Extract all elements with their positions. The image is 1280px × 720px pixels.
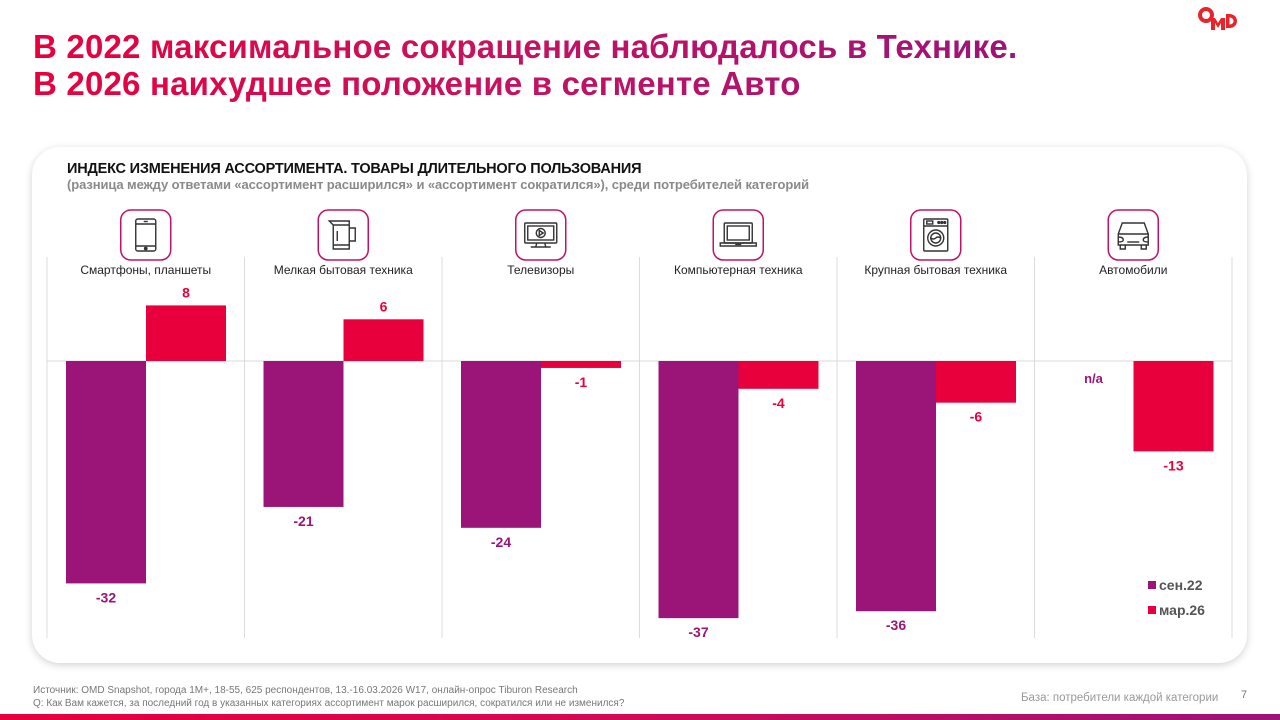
omd-logo bbox=[1198, 7, 1237, 30]
bar-sep22 bbox=[461, 361, 541, 528]
category-label: Смартфоны, планшеты bbox=[80, 263, 211, 277]
data-label: -36 bbox=[886, 617, 906, 633]
category-label: Крупная бытовая техника bbox=[864, 263, 1007, 277]
bar-mar26 bbox=[343, 319, 424, 361]
data-label: 8 bbox=[182, 284, 190, 300]
bar-sep22 bbox=[66, 361, 146, 584]
data-label: -6 bbox=[970, 409, 983, 425]
data-label: -32 bbox=[96, 589, 116, 605]
category-label: Мелкая бытовая техника bbox=[274, 263, 413, 277]
bar-sep22 bbox=[658, 361, 739, 619]
tv-icon bbox=[524, 222, 558, 248]
question-text: Q: Как Вам кажется, за последний год в у… bbox=[33, 698, 625, 709]
category-label: Компьютерная техника bbox=[674, 263, 803, 277]
kettle-icon bbox=[327, 220, 356, 250]
category-icon-frame bbox=[910, 209, 962, 261]
bar-mar26 bbox=[146, 305, 226, 361]
category-icon-frame bbox=[317, 209, 369, 261]
bottom-accent-bar bbox=[0, 714, 1280, 720]
data-label: -37 bbox=[688, 624, 708, 640]
category-icon-frame bbox=[1107, 209, 1159, 261]
bar-sep22 bbox=[856, 361, 936, 612]
chart-title: ИНДЕКС ИЗМЕНЕНИЯ АССОРТИМЕНТА. ТОВАРЫ ДЛ… bbox=[67, 161, 642, 177]
smartphone-icon bbox=[135, 218, 157, 252]
legend-swatch bbox=[1148, 606, 1156, 614]
page-number: 7 bbox=[1241, 689, 1248, 701]
bar-mar26 bbox=[738, 361, 819, 389]
bar-mar26 bbox=[541, 361, 621, 368]
category-icon-frame bbox=[120, 209, 172, 261]
data-label: -4 bbox=[772, 395, 785, 411]
footer-source: Источник: OMD Snapshot, города 1M+, 18-5… bbox=[33, 684, 624, 710]
legend-label: сен.22 bbox=[1159, 577, 1203, 593]
bar-mar26 bbox=[1133, 361, 1214, 452]
washing-machine-icon bbox=[923, 218, 949, 252]
bar-sep22 bbox=[263, 361, 344, 507]
data-label: -1 bbox=[575, 374, 588, 390]
laptop-icon bbox=[719, 222, 757, 247]
source-text: Источник: OMD Snapshot, города 1M+, 18-5… bbox=[33, 685, 578, 696]
base-note: База: потребители каждой категории bbox=[1021, 692, 1219, 704]
data-label: -24 bbox=[491, 534, 511, 550]
category-icon-frame bbox=[712, 209, 764, 261]
chart-subtitle: (разница между ответами «ассортимент рас… bbox=[67, 177, 809, 192]
data-label: 6 bbox=[380, 298, 388, 314]
legend-swatch bbox=[1148, 581, 1156, 589]
data-label: -13 bbox=[1163, 457, 1183, 473]
car-icon bbox=[1117, 222, 1149, 250]
legend-label: мар.26 bbox=[1159, 602, 1205, 618]
category-label: Автомобили bbox=[1099, 263, 1167, 277]
bar-mar26 bbox=[936, 361, 1016, 403]
category-label: Телевизоры bbox=[507, 263, 574, 277]
data-label: -21 bbox=[293, 513, 313, 529]
data-label-na: n/a bbox=[1084, 371, 1104, 386]
